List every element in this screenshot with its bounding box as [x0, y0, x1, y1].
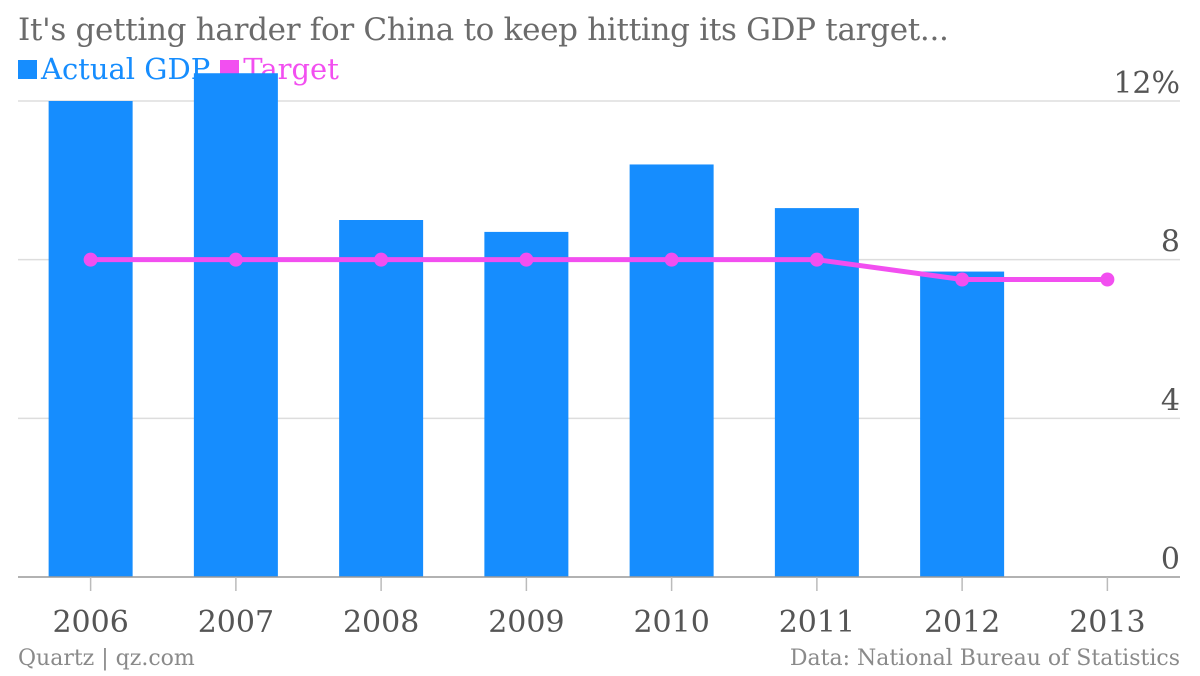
target-point-2010 [664, 252, 679, 267]
target-point-2011 [809, 252, 824, 267]
bar-2010 [629, 164, 714, 577]
x-tick-label-2011: 2011 [779, 605, 855, 640]
legend-item-actual-gdp: Actual GDP [18, 52, 210, 86]
bar-layer [48, 73, 1005, 577]
target-point-2009 [519, 252, 534, 267]
x-tick-label-2008: 2008 [343, 605, 419, 640]
line-layer [83, 252, 1115, 287]
credit-text: Quartz | qz.com [18, 646, 195, 671]
source-text: Data: National Bureau of Statistics [789, 646, 1180, 671]
y-tick-label-12: 12% [1113, 66, 1180, 101]
bar-2006 [48, 101, 133, 577]
bar-2012 [920, 271, 1005, 577]
y-tick-label-8: 8 [1161, 225, 1180, 260]
target-point-2007 [228, 252, 243, 267]
y-tick-label-0: 0 [1161, 542, 1180, 577]
x-tick-label-2010: 2010 [633, 605, 709, 640]
target-point-2006 [83, 252, 98, 267]
y-tick-label-4: 4 [1161, 383, 1180, 418]
x-tick-label-2006: 2006 [52, 605, 128, 640]
x-tick-label-2013: 2013 [1069, 605, 1145, 640]
bar-2008 [339, 220, 424, 577]
legend-label-actual-gdp: Actual GDP [41, 52, 211, 86]
target-line [90, 257, 1108, 282]
target-point-2012 [955, 272, 970, 287]
bar-2007 [193, 73, 278, 577]
bar-2011 [774, 208, 859, 577]
target-point-2008 [374, 252, 389, 267]
axis-layer: 0 4 8 12% 2006 2007 2008 2009 2010 2011 2012 2013 [18, 66, 1180, 640]
bar-2009 [484, 231, 569, 577]
x-tick-label-2009: 2009 [488, 605, 564, 640]
x-tick-label-2012: 2012 [924, 605, 1000, 640]
target-point-2013 [1100, 272, 1115, 287]
legend-swatch-actual-gdp [18, 59, 37, 79]
x-tick-label-2007: 2007 [198, 605, 274, 640]
chart-title: It's getting harder for China to keep hi… [18, 12, 949, 48]
